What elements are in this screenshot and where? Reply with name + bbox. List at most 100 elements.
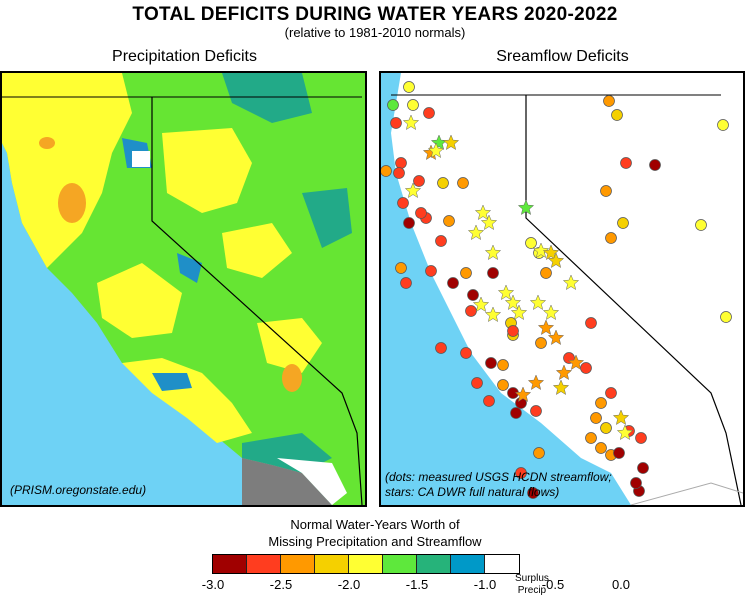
orange-spot-3: [39, 137, 55, 149]
precipitation-panel-title: Precipitation Deficits: [112, 48, 257, 65]
usgs-streamflow-dot: [507, 325, 519, 337]
usgs-streamflow-dot: [407, 99, 419, 111]
station-markers: [381, 81, 732, 499]
legend-swatch-3: [315, 555, 349, 573]
usgs-streamflow-dot: [605, 232, 617, 244]
dwr-full-natural-flow-star: [404, 182, 422, 199]
yellow-region-north-coast: [2, 73, 132, 268]
usgs-streamflow-dot: [381, 165, 392, 177]
legend-title-line-2: Missing Precipitation and Streamflow: [268, 534, 482, 549]
usgs-streamflow-dot: [533, 447, 545, 459]
usgs-streamflow-dot: [510, 407, 522, 419]
legend-tick-label: 0.0: [611, 577, 631, 592]
usgs-streamflow-dot: [600, 422, 612, 434]
dwr-full-natural-flow-star: [510, 304, 528, 321]
dwr-full-natural-flow-star: [529, 294, 547, 311]
surplus-line-2: Precip: [517, 585, 547, 596]
usgs-streamflow-dot: [393, 167, 405, 179]
usgs-streamflow-dot: [590, 412, 602, 424]
usgs-streamflow-dot: [585, 432, 597, 444]
usgs-streamflow-dot: [637, 462, 649, 474]
dwr-full-natural-flow-star: [480, 214, 498, 231]
yellow-region-nevada-mid: [222, 223, 292, 278]
usgs-streamflow-dot: [457, 177, 469, 189]
dwr-full-natural-flow-star: [616, 424, 634, 441]
usgs-streamflow-dot: [387, 99, 399, 111]
legend-tick-label: -2.0: [337, 577, 361, 592]
usgs-streamflow-dot: [600, 185, 612, 197]
legend-swatch-4: [349, 555, 383, 573]
usgs-streamflow-dot: [530, 405, 542, 417]
dwr-full-natural-flow-star: [527, 374, 545, 391]
note-line-2: stars: CA DWR full natural flows): [385, 485, 560, 499]
legend-swatch-8: [485, 555, 519, 573]
usgs-streamflow-dot: [485, 357, 497, 369]
legend-tick-label: -1.5: [405, 577, 429, 592]
dwr-full-natural-flow-star: [504, 294, 522, 311]
dwr-full-natural-flow-star: [474, 204, 492, 221]
usgs-streamflow-dot: [613, 447, 625, 459]
usgs-streamflow-dot: [617, 217, 629, 229]
usgs-streamflow-dot: [497, 379, 509, 391]
usgs-streamflow-dot: [460, 267, 472, 279]
usgs-streamflow-dot: [630, 477, 642, 489]
note-line-1: (dots: measured USGS HCDN streamflow;: [385, 470, 612, 484]
usgs-streamflow-dot: [423, 107, 435, 119]
blue-region-1: [152, 373, 192, 391]
dwr-full-natural-flow-star: [402, 114, 420, 131]
streamflow-map-svg: [381, 73, 743, 505]
usgs-streamflow-dot: [415, 207, 427, 219]
dwr-full-natural-flow-star: [567, 354, 585, 371]
ca-nv-border: [525, 95, 742, 505]
usgs-streamflow-dot: [435, 235, 447, 247]
dwr-full-natural-flow-star: [562, 274, 580, 291]
usgs-streamflow-dot: [525, 237, 537, 249]
usgs-streamflow-dot: [390, 117, 402, 129]
usgs-streamflow-dot: [400, 277, 412, 289]
streamflow-deficit-map: (dots: measured USGS HCDN streamflow; st…: [379, 71, 745, 507]
dwr-full-natural-flow-star: [547, 252, 565, 269]
usgs-streamflow-dot: [467, 289, 479, 301]
streamflow-source-note: (dots: measured USGS HCDN streamflow; st…: [385, 470, 612, 500]
usgs-streamflow-dot: [397, 197, 409, 209]
usgs-streamflow-dot: [487, 267, 499, 279]
dwr-full-natural-flow-star: [497, 284, 515, 301]
legend-swatch-6: [417, 555, 451, 573]
legend-tick-label: -1.0: [473, 577, 497, 592]
usgs-streamflow-dot: [435, 342, 447, 354]
usgs-streamflow-dot: [580, 362, 592, 374]
dwr-full-natural-flow-star: [555, 364, 573, 381]
surplus-line-1: Surplus: [515, 573, 549, 584]
dwr-full-natural-flow-star: [532, 242, 550, 259]
yellow-region-central-valley: [97, 263, 182, 338]
dwr-full-natural-flow-star: [484, 306, 502, 323]
usgs-streamflow-dot: [483, 395, 495, 407]
usgs-streamflow-dot: [720, 311, 732, 323]
legend-swatch-7: [451, 555, 485, 573]
legend-tick-label: -2.5: [269, 577, 293, 592]
dwr-full-natural-flow-star: [612, 409, 630, 426]
figure-title: TOTAL DEFICITS DURING WATER YEARS 2020-2…: [132, 4, 618, 25]
precipitation-source-note: (PRISM.oregonstate.edu): [10, 483, 147, 497]
dwr-full-natural-flow-star: [427, 142, 445, 159]
legend-swatch-5: [383, 555, 417, 573]
dwr-full-natural-flow-star: [467, 224, 485, 241]
surplus-label: Surplus Precip: [515, 573, 549, 597]
dwr-full-natural-flow-star: [542, 304, 560, 321]
mexico-border: [630, 482, 743, 505]
dwr-full-natural-flow-star: [552, 379, 570, 396]
usgs-streamflow-dot: [443, 215, 455, 227]
dwr-full-natural-flow-star: [472, 296, 490, 313]
usgs-streamflow-dot: [595, 397, 607, 409]
white-lake: [132, 151, 150, 167]
orange-spot-1: [58, 183, 86, 223]
usgs-streamflow-dot: [447, 277, 459, 289]
legend-swatch-1: [247, 555, 281, 573]
usgs-streamflow-dot: [611, 109, 623, 121]
legend-tick-label: -3.0: [201, 577, 225, 592]
yellow-region-nw-nevada: [162, 128, 252, 213]
usgs-streamflow-dot: [425, 265, 437, 277]
usgs-streamflow-dot: [471, 377, 483, 389]
dwr-full-natural-flow-star: [517, 199, 535, 216]
usgs-streamflow-dot: [395, 262, 407, 274]
